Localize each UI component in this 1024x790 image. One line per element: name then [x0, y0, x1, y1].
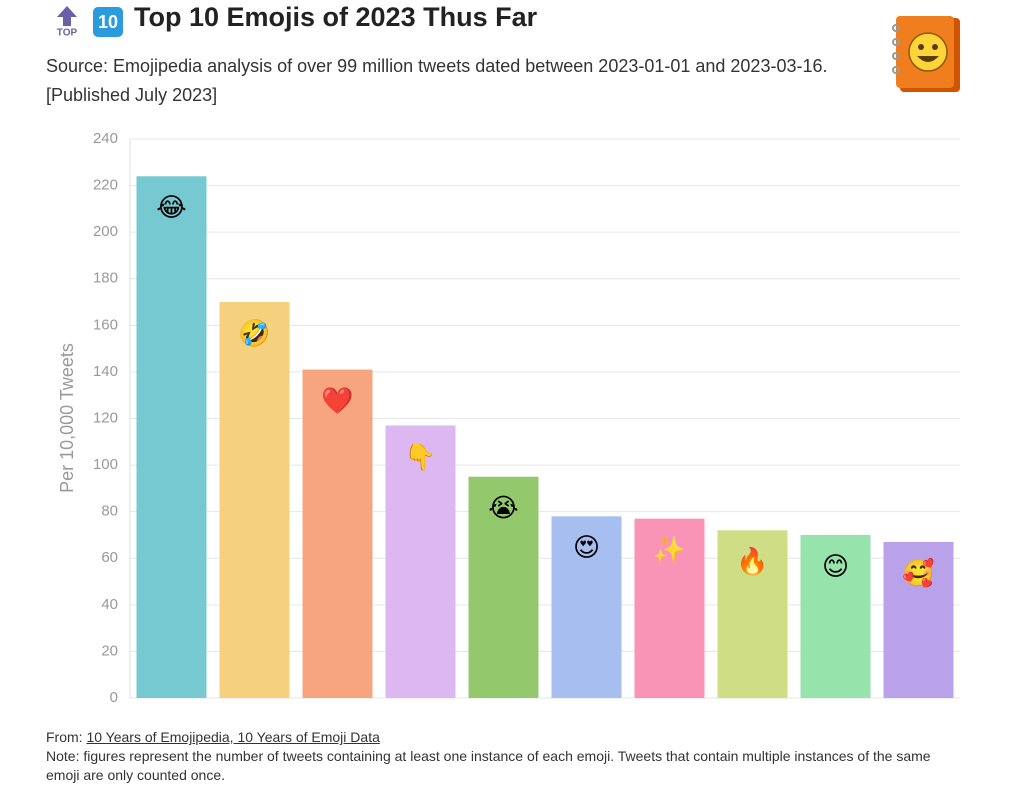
y-tick-label: 240	[93, 130, 118, 147]
subtitle: Source: Emojipedia analysis of over 99 m…	[46, 56, 828, 76]
bar	[136, 176, 207, 698]
y-tick-label: 0	[110, 689, 118, 706]
published: [Published July 2023]	[46, 85, 218, 105]
bar-emoji: 😍	[573, 532, 600, 562]
bar-emoji: ❤️	[321, 385, 354, 415]
bar	[385, 425, 456, 698]
bar	[302, 369, 373, 698]
y-tick-label: 160	[93, 316, 118, 333]
rank-badge: 10	[98, 12, 118, 32]
bar	[468, 476, 539, 698]
y-tick-label: 40	[101, 596, 118, 613]
bar	[219, 302, 290, 698]
bar-emoji: 😂	[156, 192, 186, 222]
book-icon	[892, 16, 960, 92]
y-tick-label: 200	[93, 223, 118, 240]
footer-source: From: 10 Years of Emojipedia, 10 Years o…	[46, 728, 966, 747]
bar-emoji: 😊	[822, 551, 849, 581]
chart: Per 10,000 Tweets 0 20 40 60 80 100 120 140 160 1…	[57, 130, 960, 706]
bar-emoji: 👇	[404, 441, 436, 472]
footer-link[interactable]: 10 Years of Emojipedia, 10 Years of Emoj…	[86, 729, 380, 745]
bar	[634, 518, 705, 698]
top-badge: TOP	[57, 28, 78, 39]
bar-emoji: 😭	[488, 493, 518, 523]
y-tick-label: 140	[93, 363, 118, 380]
footer-note: Note: figures represent the number of tw…	[46, 748, 931, 783]
y-tick-label: 60	[101, 549, 118, 566]
y-tick-label: 180	[93, 270, 118, 287]
y-axis-label: Per 10,000 Tweets	[57, 343, 77, 493]
y-tick-label: 100	[93, 456, 118, 473]
y-tick-label: 20	[101, 642, 118, 659]
title: Top 10 Emojis of 2023 Thus Far	[134, 2, 538, 32]
bar-emoji: 🔥	[736, 546, 768, 576]
y-tick-label: 220	[93, 177, 118, 194]
bar	[883, 541, 954, 698]
footer-from: From:	[46, 729, 83, 745]
bar-emoji: ✨	[653, 535, 685, 565]
bar	[800, 534, 871, 698]
y-tick-label: 120	[93, 409, 118, 426]
bar	[717, 530, 788, 698]
rank-icon: 10	[93, 7, 123, 37]
bar	[551, 516, 622, 698]
bar-emoji: 🥰	[902, 557, 934, 588]
top-icon: TOP	[57, 6, 78, 39]
bar-emoji: 🤣	[237, 318, 270, 350]
y-tick-label: 80	[101, 503, 118, 520]
